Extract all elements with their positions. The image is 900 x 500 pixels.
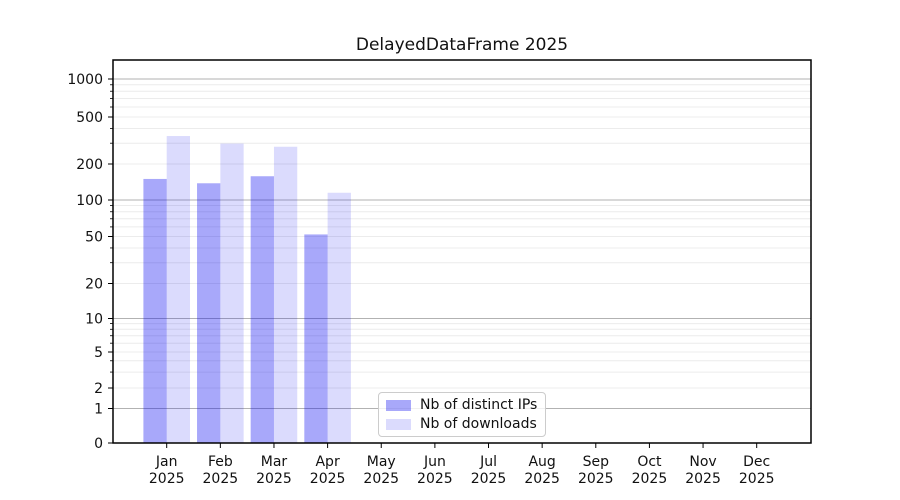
chart-title: DelayedDataFrame 2025: [355, 35, 569, 55]
x-tick-label-year-dec: 2025: [739, 471, 775, 487]
x-tick-label-year-jul: 2025: [471, 471, 507, 487]
y-tick-label-10: 10: [85, 312, 103, 328]
x-tick-label-year-apr: 2025: [310, 471, 346, 487]
x-tick-label-year-sep: 2025: [578, 471, 614, 487]
y-tick-label-50: 50: [85, 230, 103, 246]
y-tick-label-100: 100: [76, 193, 103, 209]
x-tick-label-month-nov: Nov: [689, 454, 716, 470]
x-tick-label-month-apr: Apr: [315, 454, 339, 470]
bar-nb-of-downloads-apr: [327, 192, 351, 443]
legend-swatch-downloads: [386, 418, 411, 430]
x-tick-label-year-mar: 2025: [256, 471, 292, 487]
x-tick-label-month-dec: Dec: [743, 454, 770, 470]
y-tick-label-20: 20: [85, 277, 103, 293]
x-tick-label-month-jan: Jan: [155, 454, 178, 470]
y-tick-label-2: 2: [94, 381, 103, 397]
x-tick-label-year-oct: 2025: [632, 471, 668, 487]
bar-nb-of-downloads-jan: [166, 136, 190, 443]
legend-item-downloads: Nb of downloads: [386, 417, 538, 431]
plot-border: [112, 59, 812, 444]
bar-nb-of-distinct-ips-jan: [143, 178, 167, 443]
legend-item-distinct-ips: Nb of distinct IPs: [386, 398, 538, 412]
bar-nb-of-distinct-ips-apr: [304, 234, 328, 443]
y-tick-label-500: 500: [76, 110, 103, 126]
x-tick-label-year-nov: 2025: [685, 471, 721, 487]
x-tick-label-month-jul: Jul: [479, 454, 497, 470]
x-tick-label-month-aug: Aug: [528, 454, 555, 470]
y-tick-label-0: 0: [94, 436, 103, 452]
x-tick-label-month-sep: Sep: [583, 454, 610, 470]
x-tick-label-year-jan: 2025: [149, 471, 185, 487]
x-tick-label-year-jun: 2025: [417, 471, 453, 487]
bar-nb-of-distinct-ips-feb: [197, 183, 221, 443]
x-tick-label-month-oct: Oct: [637, 454, 662, 470]
bar-nb-of-downloads-mar: [273, 146, 298, 443]
x-tick-label-year-aug: 2025: [524, 471, 560, 487]
x-tick-label-month-may: May: [367, 454, 396, 470]
x-tick-label-month-mar: Mar: [261, 454, 288, 470]
x-tick-label-month-feb: Feb: [208, 454, 233, 470]
legend-label-distinct-ips: Nb of distinct IPs: [420, 397, 538, 413]
x-tick-label-year-feb: 2025: [203, 471, 239, 487]
y-tick-label-1000: 1000: [67, 72, 103, 88]
x-tick-label-year-may: 2025: [363, 471, 399, 487]
y-tick-label-1: 1: [94, 402, 103, 418]
legend-label-downloads: Nb of downloads: [420, 416, 537, 432]
bar-nb-of-distinct-ips-mar: [250, 176, 274, 443]
legend: Nb of distinct IPs Nb of downloads: [378, 392, 546, 437]
legend-swatch-distinct-ips: [386, 399, 411, 411]
bar-nb-of-downloads-feb: [220, 143, 244, 443]
y-tick-label-5: 5: [94, 345, 103, 361]
x-tick-label-month-jun: Jun: [423, 454, 446, 470]
y-tick-label-200: 200: [76, 157, 103, 173]
